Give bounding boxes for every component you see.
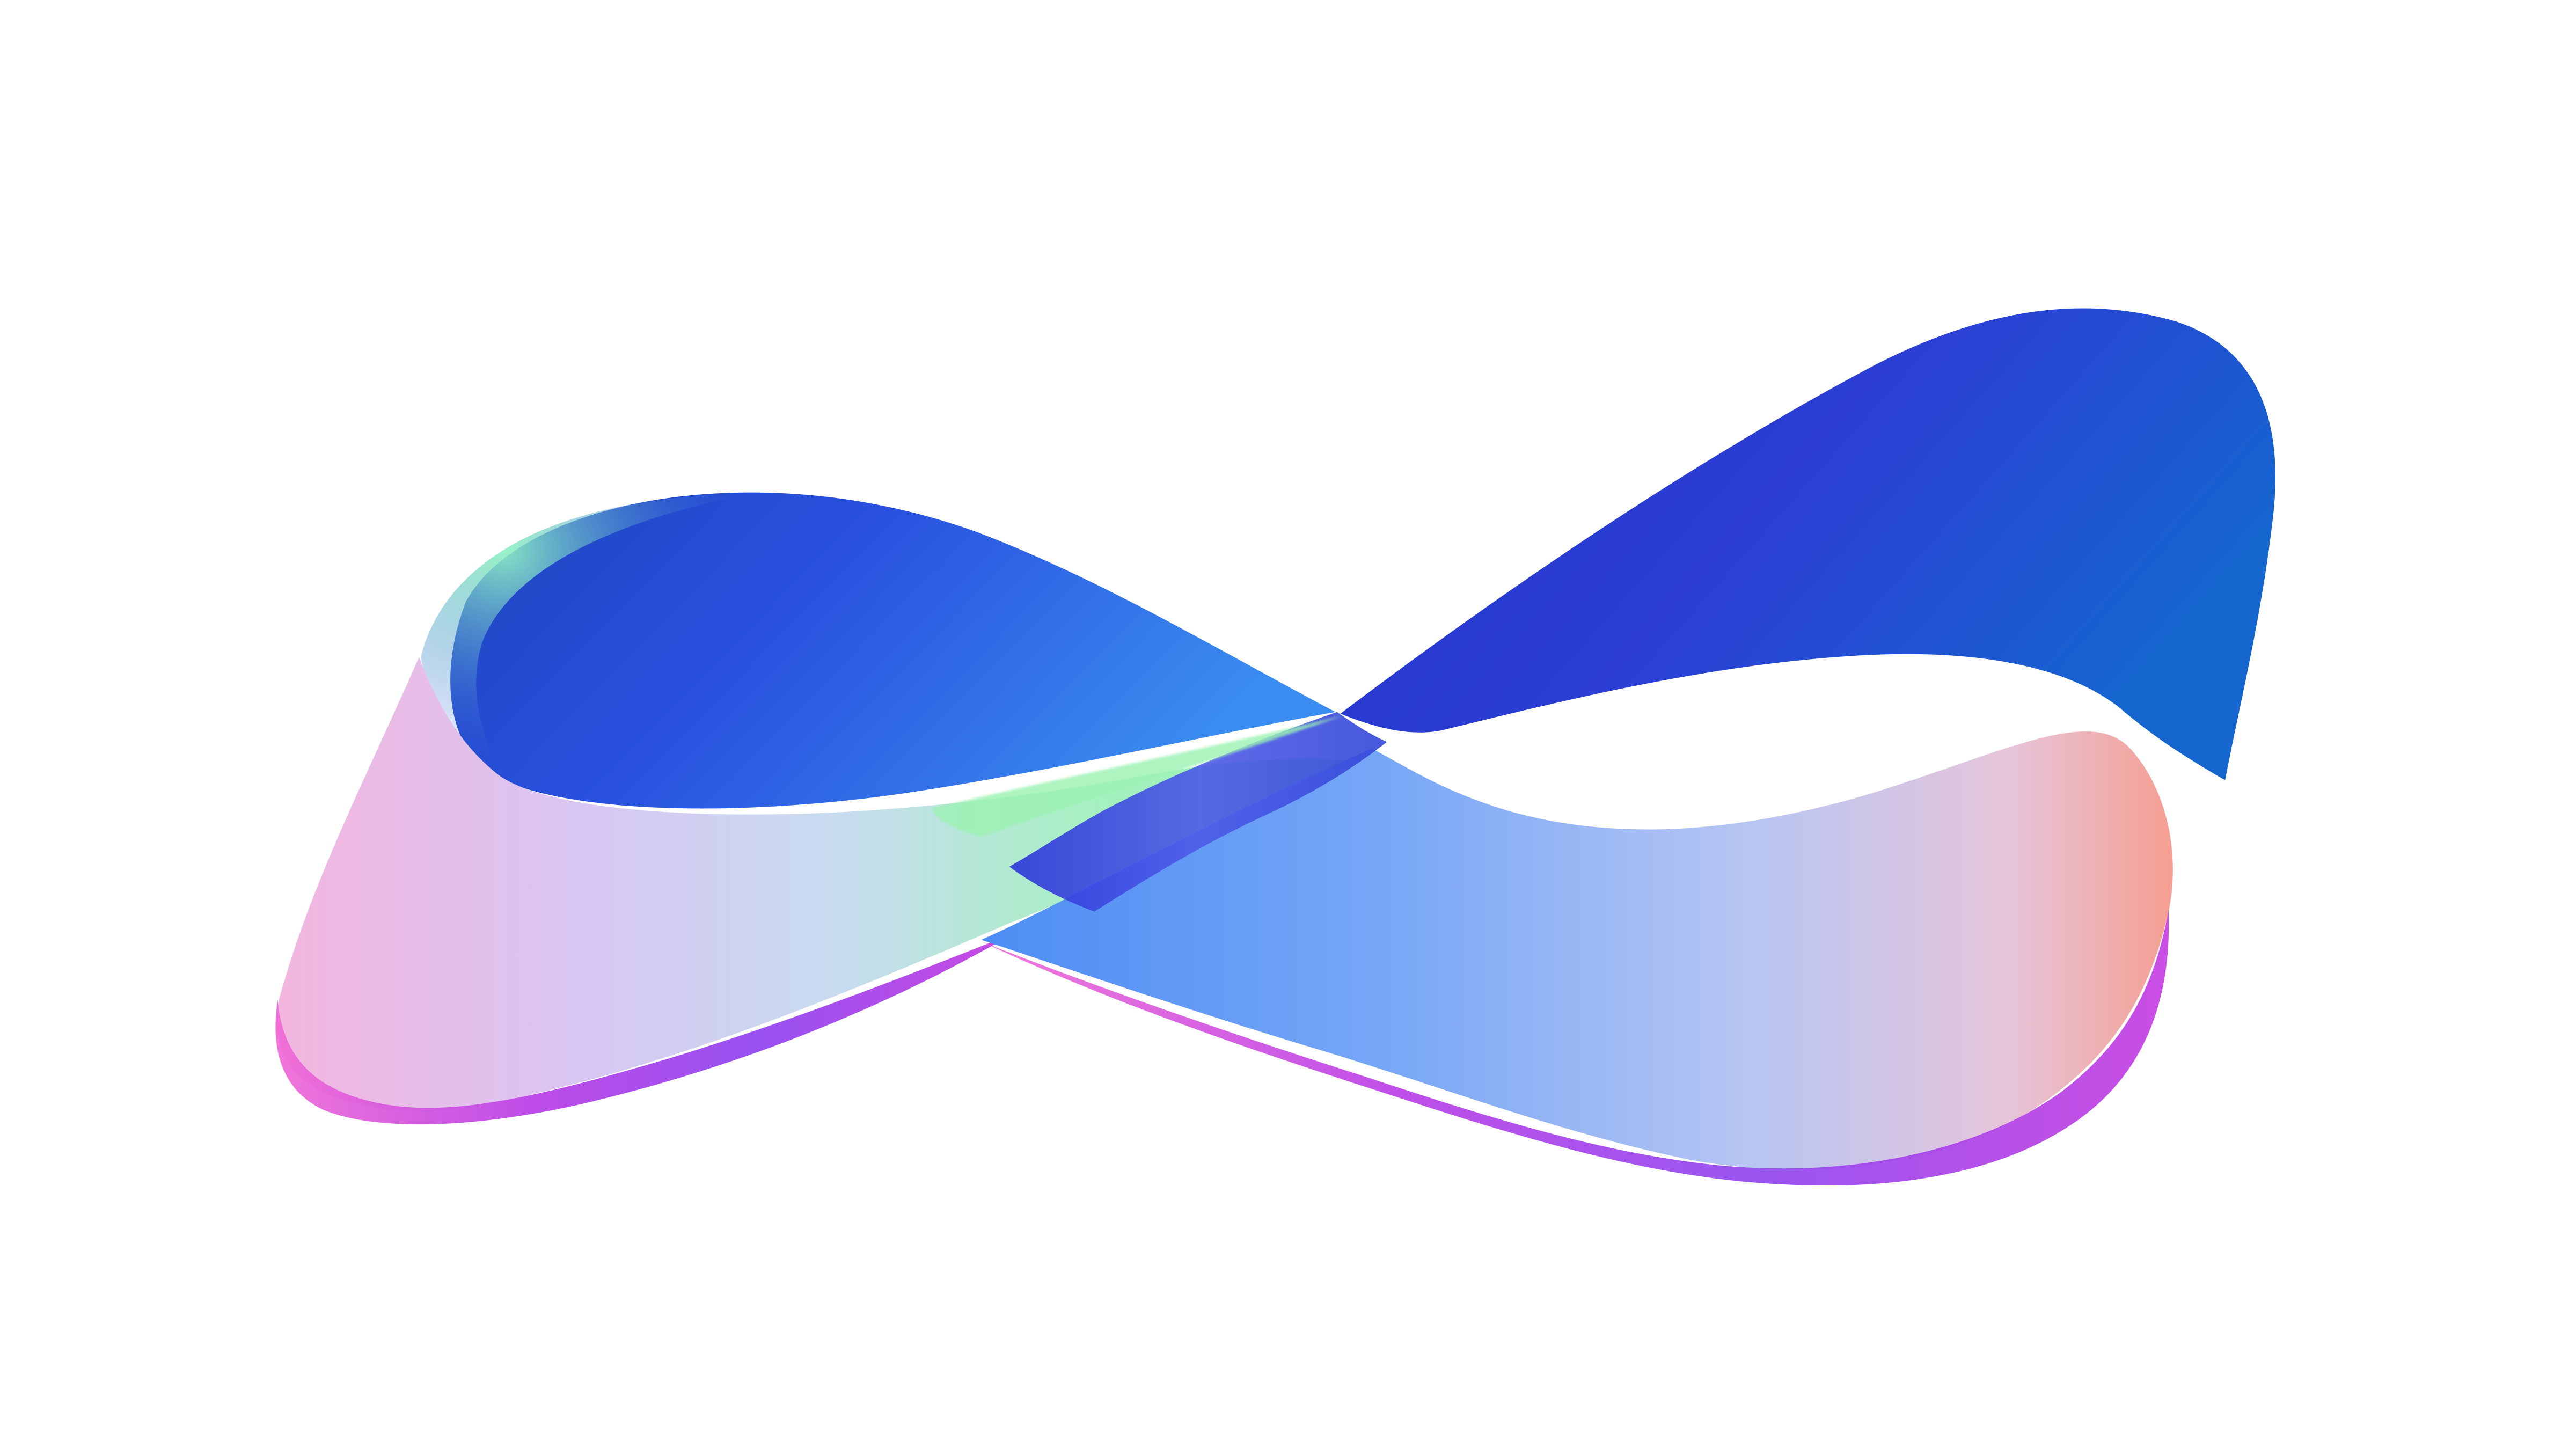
right-loop — [981, 308, 2275, 1185]
twist-highlight — [931, 715, 1344, 837]
left-loop-outer-face — [276, 657, 1366, 1111]
twist-band — [1009, 712, 1387, 912]
left-loop-inner-face — [450, 492, 1336, 809]
left-loop-bottom-rim — [275, 933, 1015, 1125]
left-loop-mint-edge — [420, 494, 749, 779]
left-loop — [275, 492, 1366, 1125]
right-loop-outer-face — [981, 731, 2173, 1170]
center-twist — [931, 712, 1387, 912]
right-loop-top-face — [1340, 308, 2275, 780]
